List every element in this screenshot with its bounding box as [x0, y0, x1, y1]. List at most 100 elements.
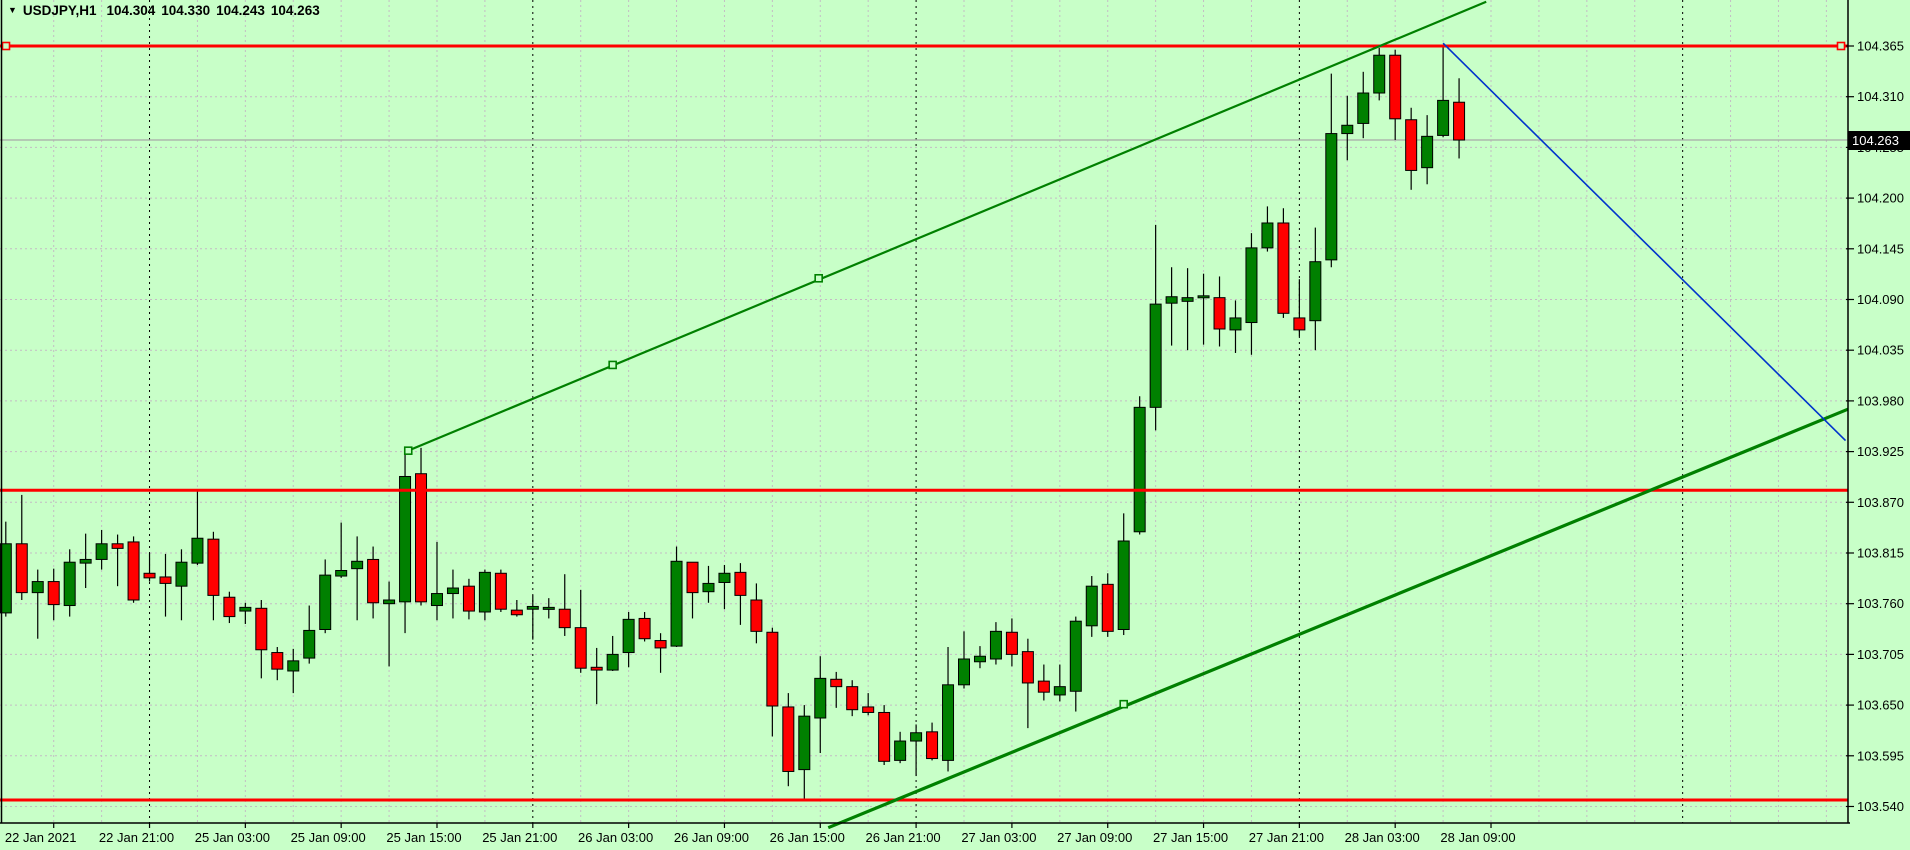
candle-bull [430, 541, 443, 621]
candle-body [1229, 317, 1242, 331]
candle-bull [1069, 616, 1082, 712]
candle-body [31, 581, 44, 594]
candle-body [1309, 261, 1322, 322]
line-selection-marker[interactable] [1, 41, 11, 51]
candle-body [351, 560, 364, 570]
time-axis-label: 27 Jan 09:00 [1057, 830, 1132, 845]
candle-bull [958, 631, 970, 689]
forecast-line[interactable] [1442, 42, 1847, 442]
candle-bull [973, 646, 986, 669]
candle-bull [95, 529, 108, 570]
line-selection-marker[interactable] [1119, 699, 1128, 709]
candle-body [1421, 135, 1434, 169]
price-axis-label: 104.310 [1857, 89, 1904, 104]
candle-body [47, 581, 60, 606]
candle-body [1181, 297, 1194, 302]
candle-bull [1133, 396, 1146, 535]
candle-bear [1101, 573, 1114, 637]
candle-bull [1117, 513, 1130, 636]
candle-body [303, 629, 316, 659]
candle-body [510, 609, 523, 616]
price-axis-label: 103.925 [1857, 444, 1904, 459]
ohlc-open: 104.304 [106, 3, 156, 18]
candle-bear [1037, 664, 1050, 701]
candle-body [766, 631, 779, 707]
line-selection-marker[interactable] [403, 446, 413, 455]
candle-body [399, 475, 412, 603]
candle-bull [942, 647, 955, 772]
candle-bear [654, 633, 667, 673]
candle-bear [782, 693, 795, 787]
candle-bear [462, 578, 475, 620]
candle-bull [1181, 268, 1194, 351]
candle-bear [734, 563, 747, 625]
candle-body [1021, 651, 1034, 684]
candle-body [111, 543, 124, 549]
symbol-period-label: USDJPY,H1 [22, 3, 97, 18]
candle-body [734, 571, 747, 596]
channel-lower-trendline[interactable] [827, 407, 1849, 830]
candle-body [606, 653, 619, 671]
candle-bull [175, 549, 188, 621]
candle-bull [1053, 664, 1066, 702]
candle-bear [1389, 49, 1402, 141]
candle-bull [606, 635, 619, 671]
candle-body [287, 660, 300, 672]
candle-body [654, 640, 667, 649]
candle-body [1405, 119, 1418, 171]
price-axis-label: 103.540 [1857, 799, 1904, 814]
candle-body [750, 599, 763, 632]
candle-bull [1261, 206, 1274, 252]
candle-body [958, 658, 970, 686]
candle-bull [1245, 233, 1258, 355]
price-axis-label: 104.200 [1857, 191, 1904, 206]
day-separator-layer [149, 0, 1684, 823]
candle-bear [271, 647, 284, 681]
time-axis-label: 22 Jan 2021 [5, 830, 77, 845]
line-selection-marker[interactable] [608, 360, 617, 370]
candle-bull [622, 611, 635, 668]
ohlc-low: 104.243 [216, 3, 265, 18]
candle-body [1149, 303, 1162, 408]
candle-bull [335, 522, 348, 578]
candle-bull [1197, 273, 1210, 345]
candle-body [1133, 406, 1146, 533]
horizontal-lines-layer [0, 44, 1848, 802]
candle-bear [1453, 78, 1466, 159]
candle-bull [239, 602, 252, 624]
channel-upper-trendline[interactable] [407, 0, 1487, 452]
candle-bear [1005, 618, 1018, 667]
candle-bull [478, 569, 491, 621]
line-selection-marker[interactable] [1836, 41, 1846, 51]
candle-body [383, 599, 396, 605]
candle-bull [319, 559, 332, 634]
candle-body [159, 576, 172, 584]
candle-body [335, 570, 348, 577]
candle-body [271, 652, 284, 670]
price-axis-label: 104.090 [1857, 292, 1904, 307]
candle-bear [255, 600, 268, 679]
time-axis-label: 25 Jan 15:00 [386, 830, 461, 845]
candle-bull [63, 549, 76, 617]
candle-body [1341, 124, 1354, 135]
candle-body [670, 560, 683, 647]
candle-body [191, 537, 204, 564]
candle-body [910, 732, 923, 742]
price-axis-label: 103.760 [1857, 596, 1904, 611]
time-axis-label: 22 Jan 21:00 [99, 830, 174, 845]
candle-body [830, 678, 843, 688]
price-axis-label: 103.870 [1857, 495, 1904, 510]
line-selection-marker[interactable] [814, 273, 823, 283]
candle-bear [494, 569, 507, 612]
candle-bear [1293, 279, 1306, 337]
symbol-dropdown-icon[interactable]: ▼ [8, 5, 17, 15]
candle-bear [862, 693, 875, 716]
candle-body [989, 630, 1002, 660]
candle-bear [15, 494, 28, 601]
price-axis-label: 104.365 [1857, 39, 1904, 54]
candle-body [686, 561, 699, 594]
candle-bear [830, 671, 843, 708]
ohlc-high: 104.330 [161, 3, 211, 18]
candle-body [1117, 540, 1130, 630]
